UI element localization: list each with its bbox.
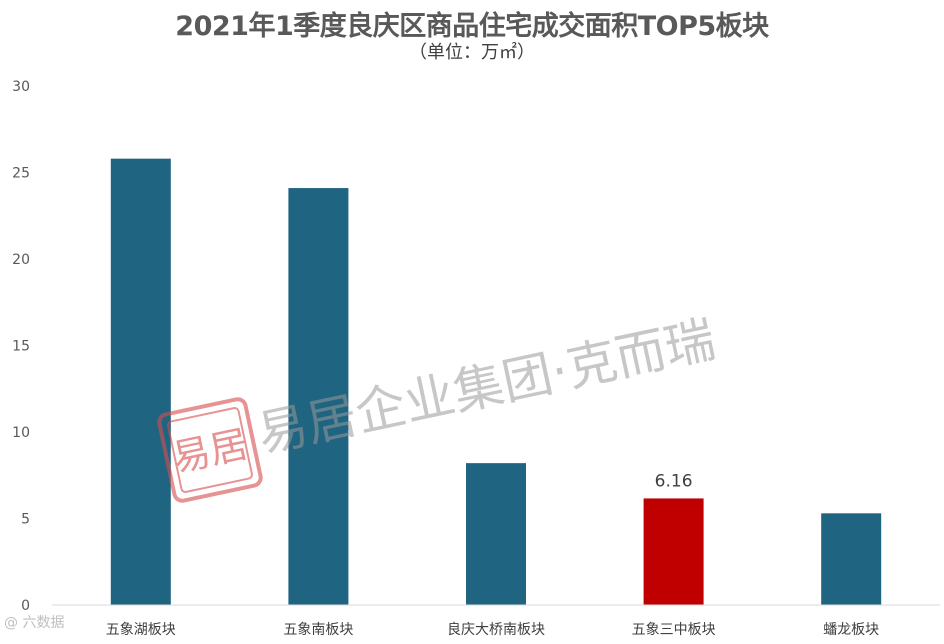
bar-2 bbox=[288, 188, 349, 605]
y-tick-label: 25 bbox=[12, 166, 30, 182]
bar-1 bbox=[110, 158, 171, 605]
bar-3 bbox=[466, 463, 526, 605]
watermark-seal-text: 易居 bbox=[168, 422, 252, 481]
bars bbox=[110, 158, 882, 605]
x-category-label: 良庆大桥南板块 bbox=[447, 622, 545, 638]
chart-subtitle: （单位：万㎡） bbox=[409, 42, 535, 63]
watermark: 易居 易居企业集团·克而瑞 bbox=[157, 310, 720, 503]
y-tick-label: 0 bbox=[21, 598, 30, 614]
data-label: 6.16 bbox=[655, 471, 693, 491]
y-tick-label: 20 bbox=[12, 252, 30, 268]
data-labels: 6.16 bbox=[655, 471, 693, 491]
bar-4 bbox=[643, 498, 704, 605]
y-tick-label: 15 bbox=[12, 339, 30, 355]
y-tick-label: 5 bbox=[21, 512, 30, 528]
x-category-label: 五象湖板块 bbox=[106, 622, 176, 638]
y-axis: 0 5 10 15 20 25 30 bbox=[12, 79, 30, 614]
watermark-seal: 易居 bbox=[157, 397, 263, 503]
bar-5 bbox=[821, 513, 882, 605]
x-axis: 五象湖板块 五象南板块 良庆大桥南板块 五象三中板块 蟠龙板块 bbox=[106, 622, 879, 638]
y-tick-label: 30 bbox=[12, 79, 30, 95]
x-category-label: 五象三中板块 bbox=[632, 622, 716, 638]
y-tick-label: 10 bbox=[12, 425, 30, 441]
corner-watermark: @ 六数据 bbox=[4, 615, 65, 631]
x-category-label: 五象南板块 bbox=[283, 622, 353, 638]
chart-title: 2021年1季度良庆区商品住宅成交面积TOP5板块 bbox=[175, 11, 769, 42]
x-category-label: 蟠龙板块 bbox=[823, 622, 879, 638]
